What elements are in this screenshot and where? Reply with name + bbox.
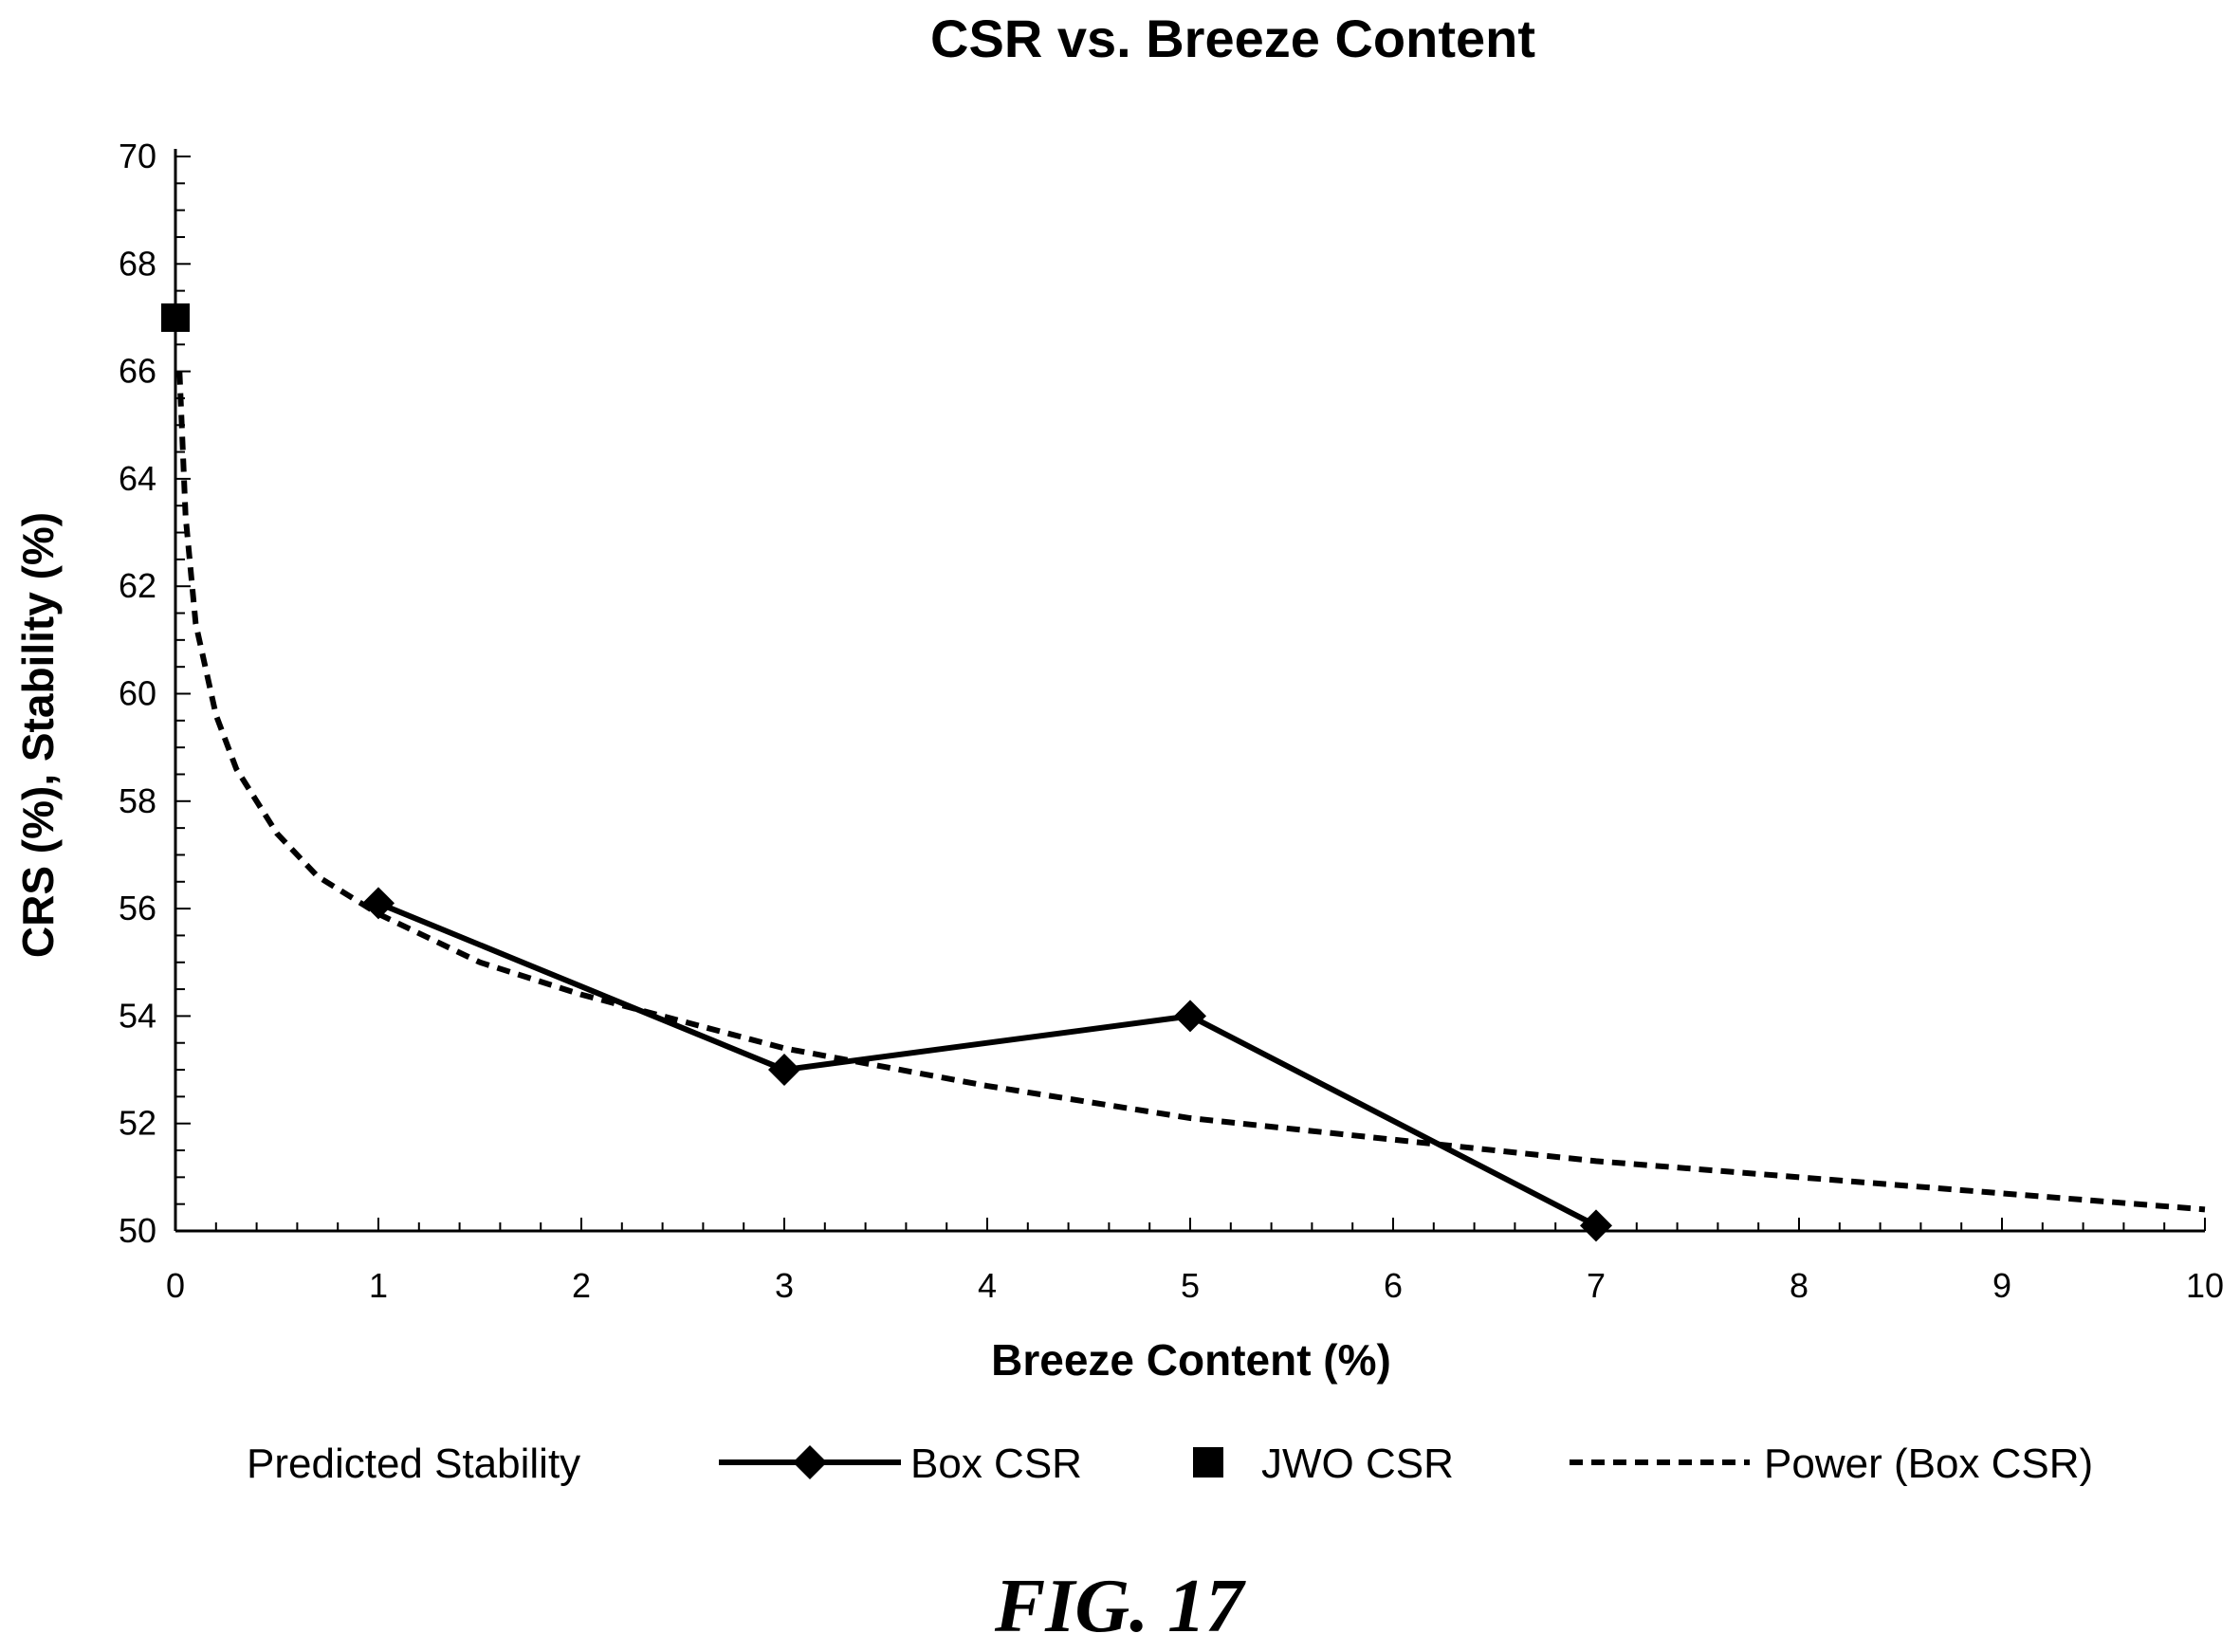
legend-symbol-box-csr (719, 1445, 901, 1479)
y-tick-label: 50 (119, 1211, 156, 1250)
legend-box-csr-diamond (793, 1445, 827, 1479)
series-box-csr-line (376, 900, 1598, 1229)
chart-title: CSR vs. Breeze Content (930, 9, 1535, 68)
figure-caption: FIG. 17 (994, 1565, 1246, 1648)
y-tick-label: 56 (119, 889, 156, 927)
y-tick-label: 52 (119, 1104, 156, 1143)
x-tick-label: 1 (369, 1266, 388, 1305)
x-tick-label: 0 (166, 1266, 185, 1305)
y-tick-label: 70 (119, 137, 156, 175)
box-csr-point (768, 1054, 800, 1087)
tick-marks (174, 156, 2206, 1232)
series-power-box-csr-line (176, 371, 2206, 1213)
x-tick-label: 2 (572, 1266, 591, 1305)
y-tick-label: 54 (119, 996, 156, 1035)
legend: Predicted Stability Box CSR JWO CSR Powe… (247, 1441, 2093, 1487)
legend-jwo-csr-square (1193, 1447, 1223, 1478)
x-tick-label: 8 (1790, 1266, 1809, 1305)
y-tick-label: 66 (119, 352, 156, 391)
y-tick-label: 60 (119, 674, 156, 713)
x-tick-label: 4 (978, 1266, 997, 1305)
legend-label-power-box-csr: Power (Box CSR) (1764, 1441, 2093, 1487)
x-tick-label: 5 (1181, 1266, 1200, 1305)
box-csr-point (362, 887, 395, 920)
legend-label-box-csr: Box CSR (910, 1441, 1082, 1487)
legend-label-predicted-stability: Predicted Stability (247, 1441, 580, 1487)
legend-label-jwo-csr: JWO CSR (1261, 1441, 1454, 1487)
jwo-csr-point (161, 303, 190, 332)
y-tick-label: 62 (119, 566, 156, 605)
legend-symbol-jwo-csr (1193, 1447, 1223, 1478)
y-axis-label: CRS (%), Stability (%) (13, 512, 63, 958)
x-tick-label: 7 (1587, 1266, 1606, 1305)
y-tick-label: 64 (119, 459, 156, 498)
x-tick-label: 3 (775, 1266, 794, 1305)
box-csr-point (1174, 1000, 1206, 1033)
x-tick-label: 10 (2186, 1266, 2224, 1305)
box-csr-point (1580, 1209, 1612, 1242)
y-tick-label: 58 (119, 781, 156, 820)
x-tick-label: 9 (1992, 1266, 2011, 1305)
plot-area (161, 303, 2206, 1242)
x-tick-label: 6 (1384, 1266, 1403, 1305)
x-axis-label: Breeze Content (%) (991, 1335, 1391, 1385)
axes (174, 149, 2205, 1233)
y-tick-label: 68 (119, 244, 156, 283)
